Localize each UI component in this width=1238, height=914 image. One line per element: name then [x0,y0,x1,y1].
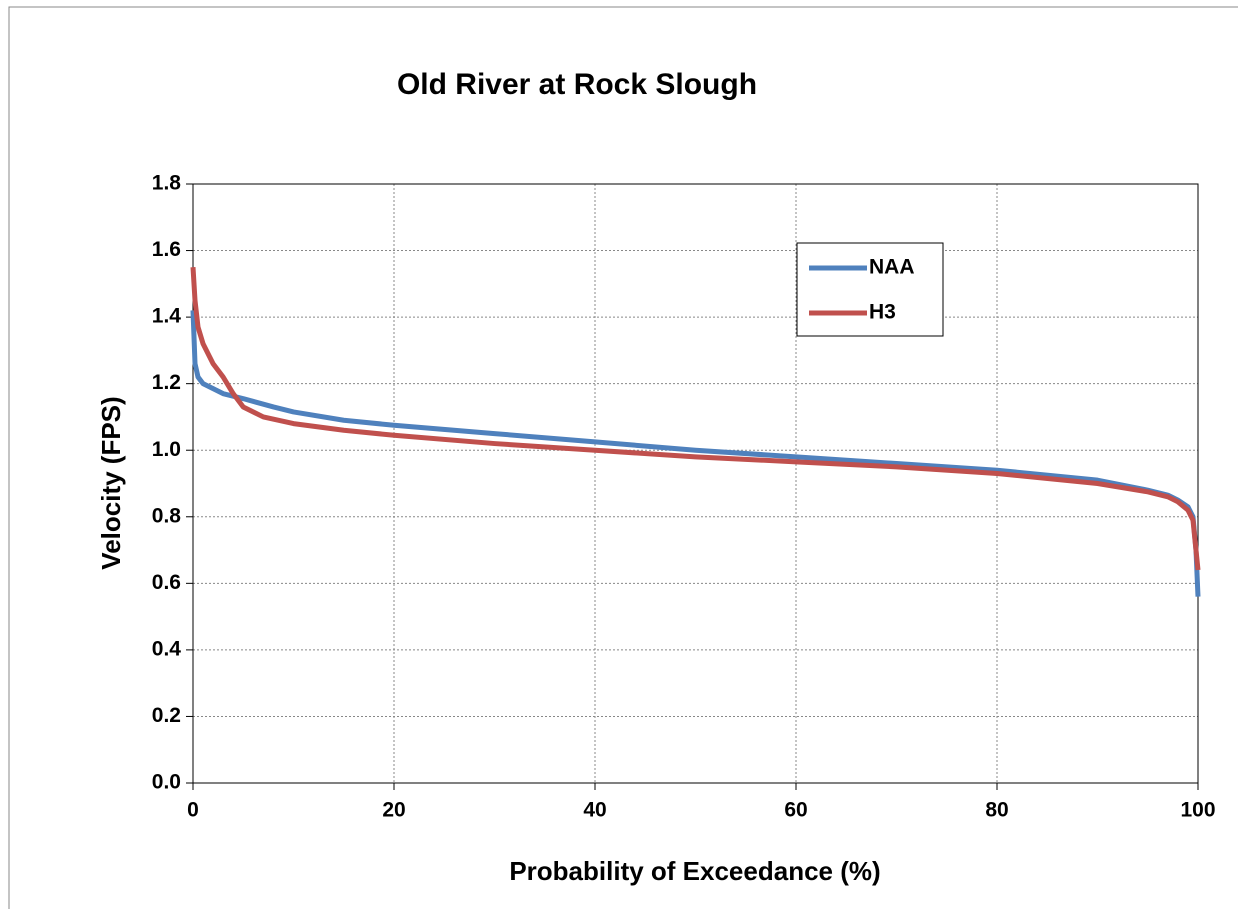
y-tick-label: 1.0 [152,438,181,461]
x-tick-label: 80 [985,799,1008,822]
chart-title: Old River at Rock Slough [397,68,757,101]
x-tick-label: 60 [784,799,807,822]
x-tick-label: 0 [187,799,199,822]
y-tick-label: 0.6 [152,571,181,594]
x-tick-label: 40 [583,799,606,822]
legend-label: H3 [869,301,896,324]
y-tick-label: 0.0 [152,771,181,794]
y-axis-title: Velocity (FPS) [96,396,126,569]
plot-frame [192,183,1199,784]
y-tick-label: 0.8 [152,504,182,527]
y-tick-label: 1.6 [152,238,181,261]
x-axis-title: Probability of Exceedance (%) [509,856,880,886]
legend-box [796,242,944,337]
line-series [190,267,1201,571]
legend-label: NAA [869,256,915,279]
y-tick-label: 0.4 [152,637,182,660]
y-tick-label: 1.8 [152,172,182,195]
legend: NAA H3 [796,242,944,337]
plot-area [193,184,1198,783]
x-tick-label: 20 [382,799,405,822]
y-tick-label: 0.2 [152,704,181,727]
x-tick-label: 100 [1180,799,1215,822]
y-tick-label: 1.4 [152,305,182,328]
y-tick-label: 1.2 [152,371,181,394]
